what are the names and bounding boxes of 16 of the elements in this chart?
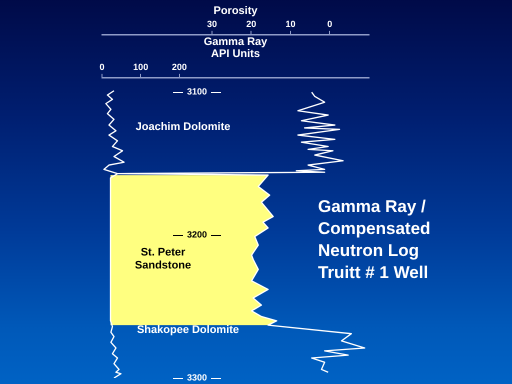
x-tick-label: 100 xyxy=(133,62,148,72)
text: Gamma Ray / Compensated Neutron Log Truitt # 1 Well xyxy=(318,196,432,284)
annotation: Shakopee Dolomite xyxy=(136,324,240,336)
x-tick-label: 200 xyxy=(172,62,187,72)
x-tick-label: 0 xyxy=(99,62,105,72)
x2-tick-label: 20 xyxy=(246,18,256,29)
y-tick-label: 3300 xyxy=(186,372,208,382)
y-tick-label: 3200 xyxy=(186,230,208,240)
x2-axis-title: Porosity xyxy=(213,5,258,18)
x-axis-title: Gamma Ray API Units xyxy=(204,36,268,60)
annotation: Joachim Dolomite xyxy=(136,121,230,134)
x2-tick-label: 10 xyxy=(285,18,296,29)
annotation: St. Peter Sandstone xyxy=(134,246,192,272)
y-tick-label: 3100 xyxy=(186,86,208,97)
x2-tick-label: 0 xyxy=(327,18,332,29)
x2-tick-label: 30 xyxy=(206,18,217,29)
